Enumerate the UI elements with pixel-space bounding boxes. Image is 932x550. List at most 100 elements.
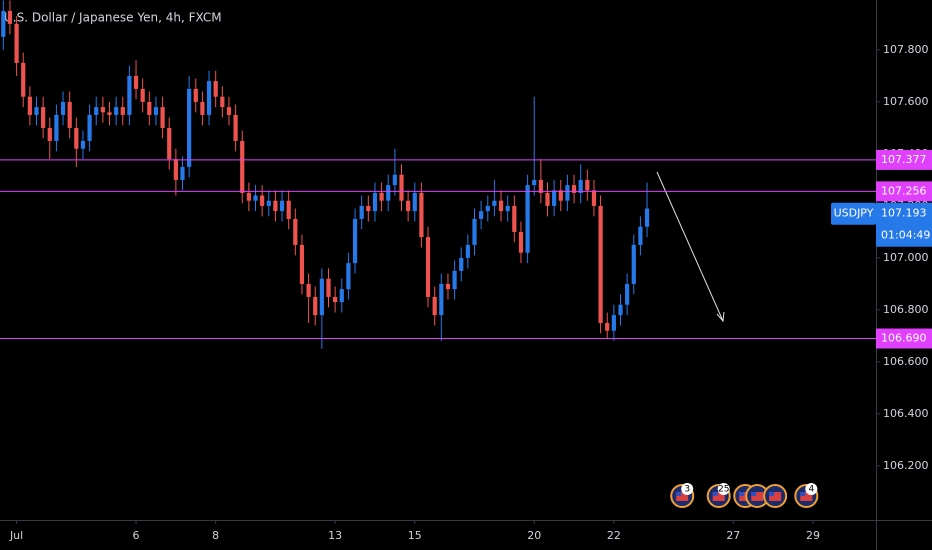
candle-body: [578, 179, 583, 193]
x-tick-label: 29: [806, 529, 820, 542]
candle-body: [512, 205, 517, 232]
level-label-box: [876, 181, 932, 202]
event-flag-canton: [676, 492, 682, 496]
candle-body: [133, 75, 139, 89]
candle-body: [180, 166, 185, 180]
symbol-box: [831, 202, 876, 225]
x-tick-label: 6: [133, 529, 140, 542]
candle-body: [266, 200, 271, 206]
x-tick-label: Jul: [9, 529, 23, 542]
event-badge: [717, 483, 730, 495]
candle-body: [80, 140, 86, 149]
candle-body: [333, 296, 338, 303]
candle-body: [306, 283, 311, 297]
candle-body: [425, 237, 431, 297]
y-tick-label: 106.800: [883, 303, 929, 316]
candle-body: [233, 114, 238, 141]
candle-body: [419, 192, 424, 238]
candle-body: [412, 192, 417, 212]
candle-body: [558, 190, 563, 201]
candle-body: [392, 174, 397, 186]
candle-body: [273, 200, 278, 212]
candle-body: [246, 192, 251, 201]
level-label-box: [876, 149, 932, 170]
x-tick-label: 27: [726, 529, 740, 542]
candle-body: [120, 107, 125, 115]
event-flag: [712, 492, 725, 501]
candle-body: [200, 101, 205, 115]
candle-body: [532, 179, 537, 186]
y-tick-label: 106.400: [883, 407, 929, 420]
candle-body: [74, 127, 79, 149]
candle-body: [206, 81, 212, 115]
candle-body: [352, 218, 358, 264]
candle-body: [552, 190, 557, 206]
candle-body: [605, 322, 610, 331]
candle-body: [618, 304, 623, 316]
candle-body: [313, 296, 318, 316]
candle-body: [34, 107, 39, 115]
x-tick-label: 13: [328, 529, 342, 542]
trend-arrow: [656, 171, 725, 323]
candle-body: [505, 205, 510, 212]
candle-body: [1, 10, 6, 37]
last-price-label: 107.193: [881, 207, 927, 220]
candle-body: [193, 88, 198, 102]
candle-body: [100, 107, 105, 113]
candle-body: [94, 107, 99, 115]
candle-body: [479, 211, 484, 219]
candle-body: [187, 88, 192, 167]
level-label: 106.690: [881, 332, 927, 345]
x-tick-label: 15: [408, 529, 422, 542]
candle-body: [492, 200, 497, 206]
event-flag-canton: [800, 492, 806, 496]
candle-body: [638, 226, 643, 245]
candle-body: [27, 96, 32, 115]
y-tick-label: 107.000: [883, 251, 929, 264]
event-flag-canton: [769, 492, 775, 496]
event-flag-canton: [739, 492, 745, 496]
candle-body: [60, 101, 66, 115]
candle-body: [319, 278, 324, 316]
candle-body: [445, 283, 451, 290]
candle-body: [286, 200, 291, 219]
candle-body: [213, 81, 218, 97]
event-flag: [751, 492, 764, 501]
event-badge-label: 3: [684, 485, 690, 495]
y-tick-label: 106.200: [883, 459, 929, 472]
countdown-label: 01:04:49: [881, 229, 930, 242]
candle-body: [140, 88, 145, 102]
candle-body: [240, 140, 245, 193]
candle-body: [346, 263, 351, 290]
y-tick-label: 107.800: [883, 43, 929, 56]
candle-body: [147, 101, 152, 115]
candle-body: [498, 200, 504, 212]
level-label-box: [876, 328, 932, 349]
event-badge: [681, 483, 694, 495]
candle-body: [67, 101, 72, 128]
candle-body: [591, 190, 597, 206]
candle-body: [160, 107, 165, 128]
candle-body: [260, 195, 265, 206]
event-flag-canton: [751, 492, 757, 496]
last-price-box: [876, 202, 932, 247]
candle-body: [339, 289, 344, 303]
x-tick-label: 22: [607, 529, 621, 542]
candle-body: [545, 192, 550, 206]
candle-body: [7, 10, 13, 24]
candle-body: [87, 114, 92, 141]
candle-body: [598, 205, 603, 323]
candle-body: [220, 96, 225, 108]
candle-body: [406, 200, 411, 212]
candle-body: [41, 107, 46, 128]
candle-body: [153, 107, 159, 115]
level-label: 107.256: [881, 184, 927, 197]
event-flag: [769, 492, 782, 501]
symbol-label: USDJPY: [834, 207, 874, 220]
candle-body: [472, 218, 477, 245]
event-badge-label: 4: [808, 485, 814, 495]
candle-body: [611, 315, 616, 331]
candle-body: [54, 114, 59, 141]
candle-body: [366, 205, 371, 212]
